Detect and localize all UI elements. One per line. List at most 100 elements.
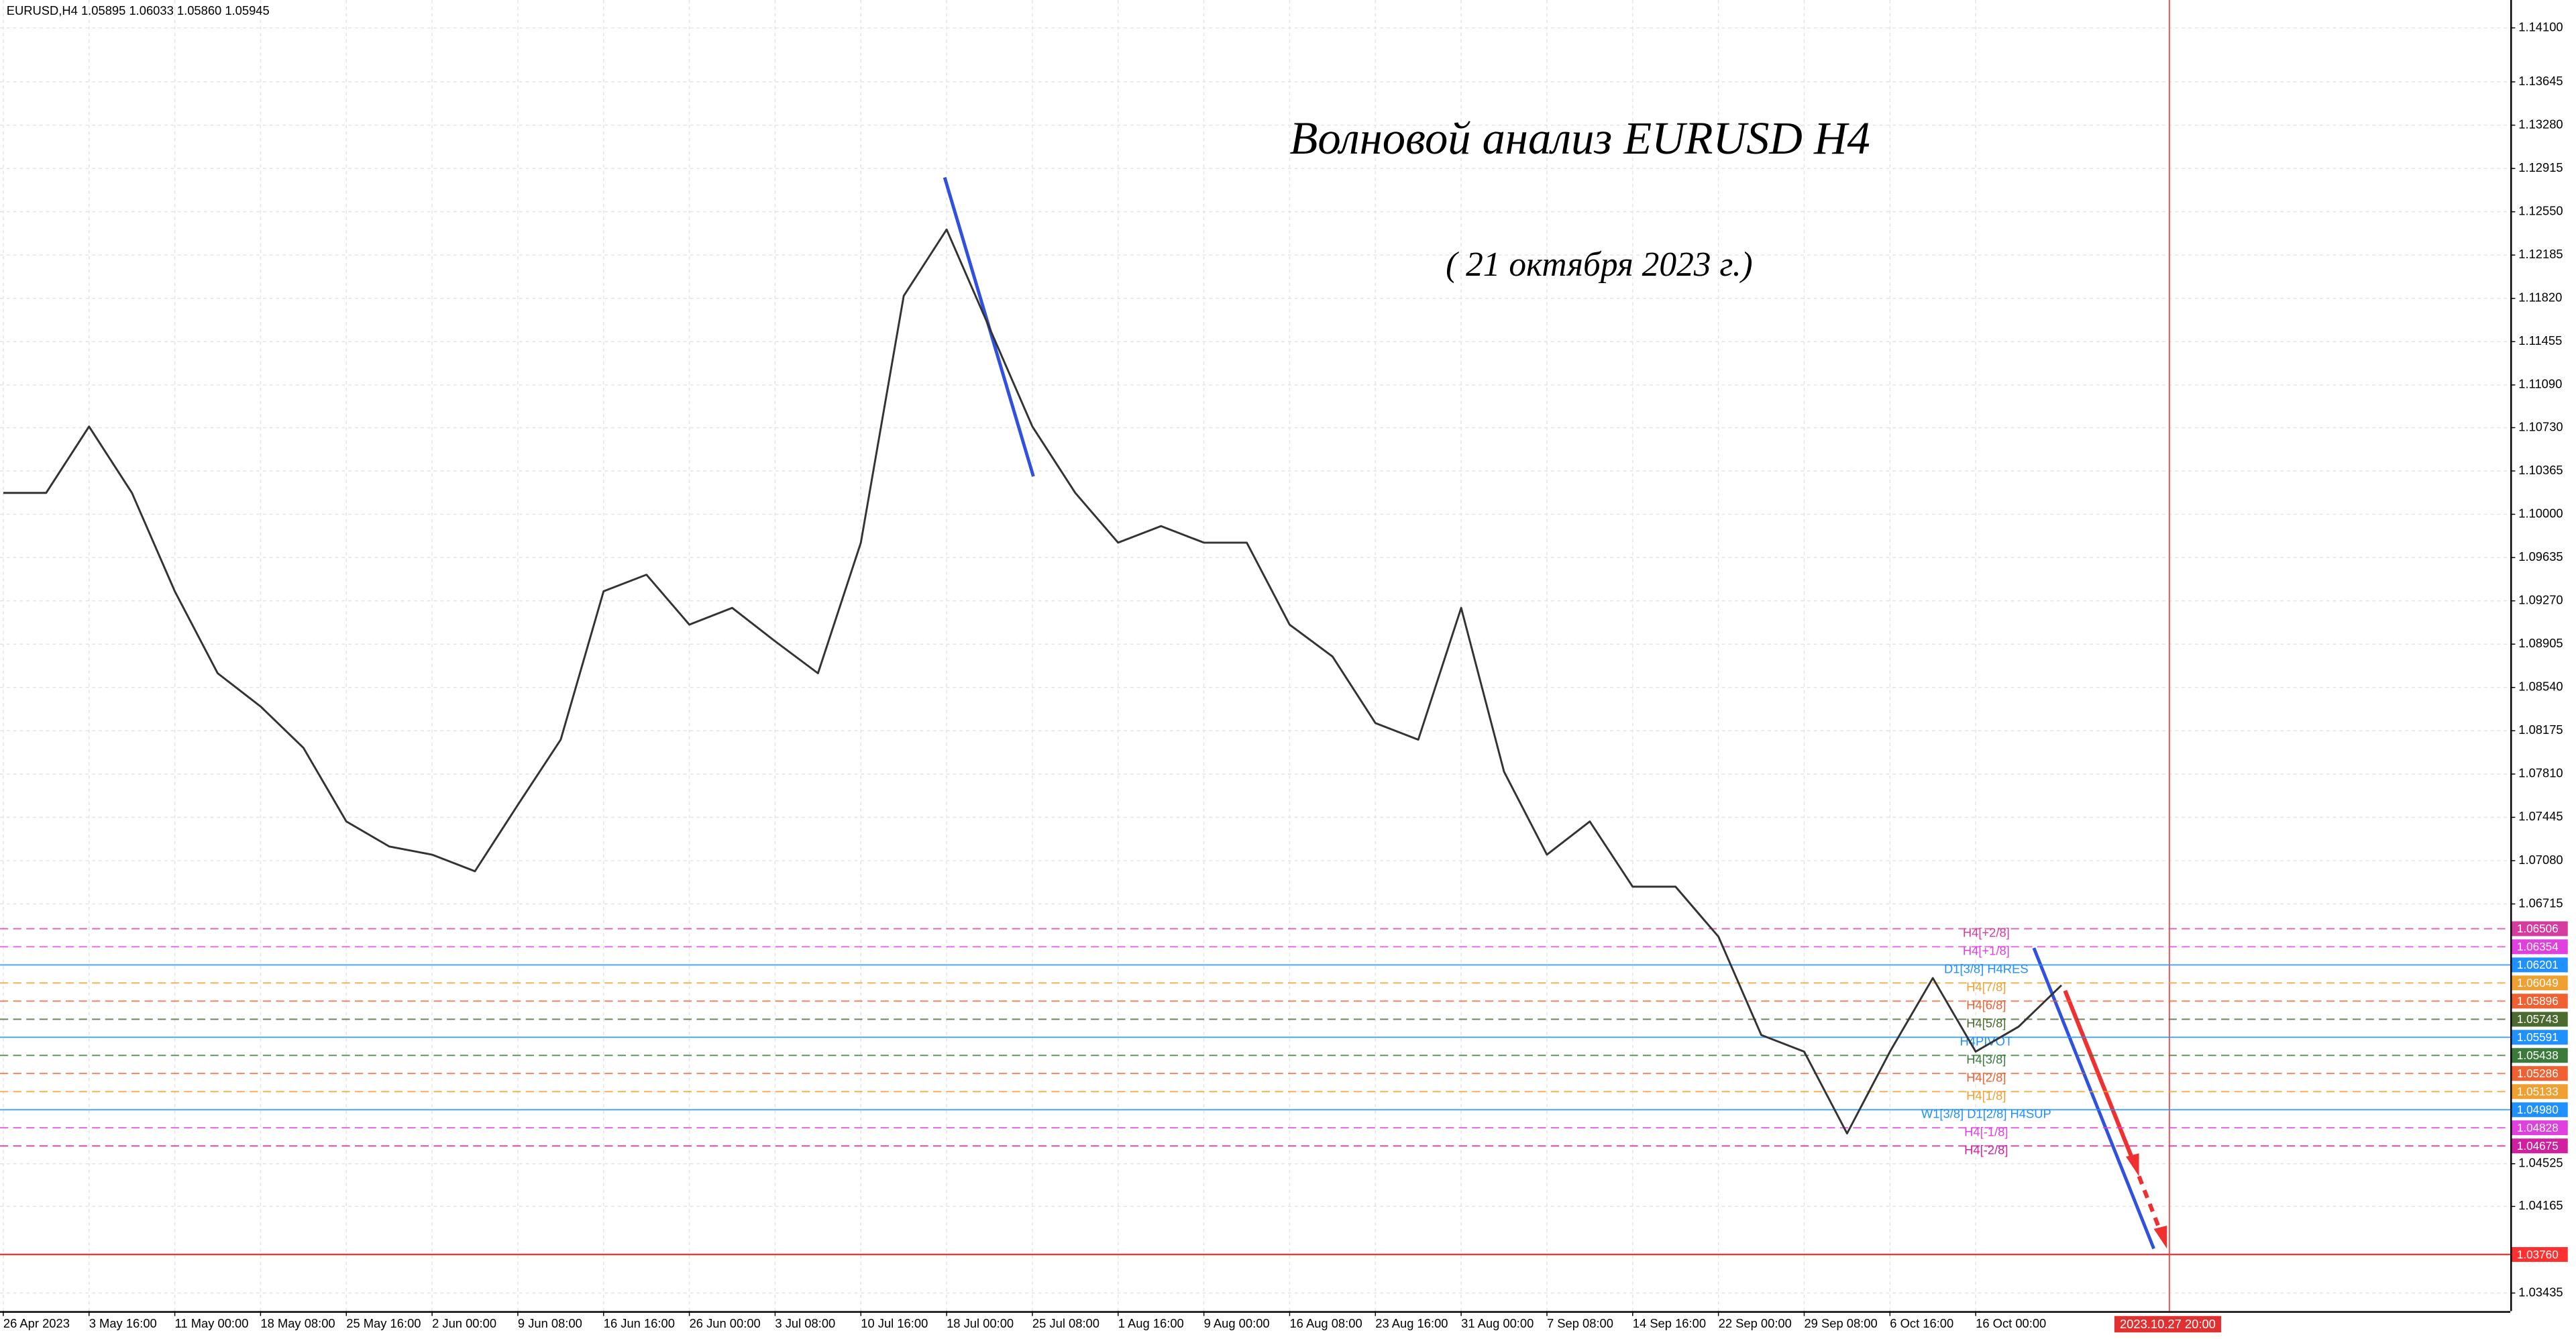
level-tag bbox=[2512, 939, 2568, 955]
level-name: H4[-2/8] bbox=[1964, 1142, 2008, 1157]
level-name: H4[+1/8] bbox=[1963, 944, 2010, 958]
x-tick-label: 14 Sep 16:00 bbox=[1633, 1316, 1706, 1330]
x-tick-label: 11 May 00:00 bbox=[175, 1316, 249, 1330]
x-tick-label: 18 May 08:00 bbox=[260, 1316, 335, 1330]
y-tick-label: 1.12915 bbox=[2518, 160, 2563, 174]
y-tick-label: 1.11455 bbox=[2518, 333, 2562, 347]
level-value: 1.05438 bbox=[2517, 1049, 2559, 1062]
level-name: W1[3/8] D1[2/8] H4SUP bbox=[1921, 1106, 2051, 1120]
level-name: H4[6/8] bbox=[1966, 998, 2006, 1012]
y-tick-label: 1.10730 bbox=[2518, 419, 2563, 433]
level-value: 1.04828 bbox=[2517, 1121, 2559, 1134]
level-tag bbox=[2512, 1102, 2568, 1118]
level-name: H4[2/8] bbox=[1966, 1070, 2006, 1084]
y-tick-label: 1.12185 bbox=[2518, 247, 2563, 261]
price-line bbox=[3, 228, 2063, 1135]
level-value: 1.06049 bbox=[2517, 976, 2559, 989]
y-tick-label: 1.10365 bbox=[2518, 463, 2563, 477]
level-name: H4[7/8] bbox=[1966, 979, 2006, 994]
x-tick-label: 25 Jul 08:00 bbox=[1032, 1316, 1099, 1330]
y-tick-label: 1.09270 bbox=[2518, 593, 2563, 607]
y-tick-label: 1.14100 bbox=[2518, 19, 2563, 34]
x-tick-label: 3 Jul 08:00 bbox=[775, 1316, 835, 1330]
level-value: 1.05591 bbox=[2517, 1030, 2559, 1044]
level-tag bbox=[2512, 1066, 2568, 1081]
level-value: 1.04675 bbox=[2517, 1139, 2559, 1153]
x-tick-label: 18 Jul 00:00 bbox=[947, 1316, 1014, 1330]
chart-subtitle: ( 21 октября 2023 г.) bbox=[1446, 246, 1753, 284]
y-tick-label: 1.08540 bbox=[2518, 680, 2563, 694]
x-tick-label: 29 Sep 08:00 bbox=[1804, 1316, 1877, 1330]
time-marker-label: 2023.10.27 20:00 bbox=[2120, 1317, 2216, 1331]
level-name: H4[+2/8] bbox=[1963, 926, 2010, 940]
x-tick-label: 7 Sep 08:00 bbox=[1547, 1316, 1613, 1330]
level-name: H4[-1/8] bbox=[1964, 1124, 2008, 1138]
level-name: H4[5/8] bbox=[1966, 1016, 2006, 1030]
y-tick-label: 1.07810 bbox=[2518, 766, 2563, 780]
level-tag bbox=[2512, 1084, 2568, 1100]
x-tick-label: 16 Aug 08:00 bbox=[1289, 1316, 1362, 1330]
x-tick-label: 23 Aug 16:00 bbox=[1375, 1316, 1448, 1330]
arrow-head bbox=[2153, 1226, 2167, 1249]
x-tick-label: 25 May 16:00 bbox=[346, 1316, 421, 1330]
y-tick-label: 1.07080 bbox=[2518, 853, 2563, 867]
x-tick-label: 6 Oct 16:00 bbox=[1890, 1316, 1953, 1330]
level-value: 1.05743 bbox=[2517, 1012, 2559, 1026]
x-tick-label: 3 May 16:00 bbox=[89, 1316, 157, 1330]
grid bbox=[0, 0, 2511, 1311]
level-tag bbox=[2512, 1030, 2568, 1045]
x-tick-label: 16 Oct 00:00 bbox=[1976, 1316, 2046, 1330]
x-tick-label: 2 Jun 00:00 bbox=[432, 1316, 496, 1330]
x-tick-label: 9 Aug 00:00 bbox=[1204, 1316, 1270, 1330]
target-value: 1.03760 bbox=[2517, 1248, 2559, 1261]
level-name: H4[1/8] bbox=[1966, 1088, 2006, 1102]
level-name: H4[3/8] bbox=[1966, 1052, 2006, 1066]
level-tag bbox=[2512, 921, 2568, 936]
y-tick-label: 1.03435 bbox=[2518, 1285, 2563, 1299]
level-value: 1.05133 bbox=[2517, 1085, 2559, 1098]
trend-line bbox=[2032, 947, 2155, 1250]
level-tag bbox=[2512, 957, 2568, 973]
y-tick-label: 1.04525 bbox=[2518, 1156, 2563, 1170]
level-tag bbox=[2512, 1120, 2568, 1136]
y-tick-label: 1.08175 bbox=[2518, 722, 2563, 737]
x-tick-label: 26 Jun 00:00 bbox=[690, 1316, 761, 1330]
y-tick-label: 1.08905 bbox=[2518, 636, 2563, 650]
time-marker-tag bbox=[2114, 1316, 2222, 1333]
y-tick-label: 1.13645 bbox=[2518, 74, 2563, 88]
y-tick-label: 1.06715 bbox=[2518, 896, 2563, 910]
x-tick-label: 31 Aug 00:00 bbox=[1461, 1316, 1534, 1330]
level-value: 1.04980 bbox=[2517, 1103, 2559, 1116]
header: EURUSD,H4 1.05895 1.06033 1.05860 1.0594… bbox=[7, 3, 270, 17]
arrow-head bbox=[2125, 1153, 2139, 1177]
x-tick-label: 10 Jul 16:00 bbox=[861, 1316, 928, 1330]
x-tick-label: 22 Sep 00:00 bbox=[1719, 1316, 1792, 1330]
y-tick-label: 1.04165 bbox=[2518, 1198, 2563, 1212]
y-tick-label: 1.07445 bbox=[2518, 809, 2563, 823]
level-name: D1[3/8] H4RES bbox=[1944, 962, 2029, 976]
forecast-arrow bbox=[2137, 1175, 2164, 1236]
y-tick-label: 1.11090 bbox=[2518, 377, 2562, 391]
x-tick-label: 9 Jun 08:00 bbox=[518, 1316, 582, 1330]
level-value: 1.05286 bbox=[2517, 1067, 2559, 1080]
chart-title: Волновой анализ EURUSD H4 bbox=[1289, 113, 1870, 164]
level-value: 1.06506 bbox=[2517, 922, 2559, 935]
level-value: 1.06201 bbox=[2517, 958, 2559, 971]
level-tag bbox=[2512, 975, 2568, 991]
x-tick-label: 16 Jun 16:00 bbox=[604, 1316, 675, 1330]
level-value: 1.05896 bbox=[2517, 994, 2559, 1008]
y-tick-label: 1.10000 bbox=[2518, 506, 2563, 520]
y-tick-label: 1.11820 bbox=[2518, 290, 2562, 305]
level-tag bbox=[2512, 1138, 2568, 1154]
x-tick-label: 26 Apr 2023 bbox=[3, 1316, 70, 1330]
level-value: 1.06354 bbox=[2517, 940, 2559, 953]
level-tag bbox=[2512, 994, 2568, 1009]
level-tag bbox=[2512, 1012, 2568, 1027]
y-tick-label: 1.12550 bbox=[2518, 203, 2563, 217]
target-tag bbox=[2512, 1246, 2568, 1263]
y-tick-label: 1.13280 bbox=[2518, 117, 2563, 131]
level-tag bbox=[2512, 1048, 2568, 1063]
x-tick-label: 1 Aug 16:00 bbox=[1118, 1316, 1184, 1330]
